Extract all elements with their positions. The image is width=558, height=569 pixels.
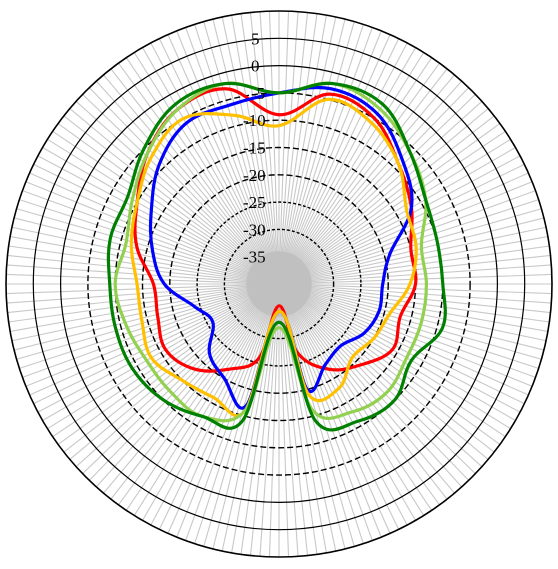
spoke-line <box>278 34 391 285</box>
r-tick-label: 0 <box>251 57 260 76</box>
spoke-line <box>33 283 280 405</box>
ring--25 <box>196 201 362 367</box>
series-line-3 <box>129 97 418 418</box>
spoke-line <box>278 283 433 511</box>
spoke-line <box>142 283 280 521</box>
r-tick-label: -30 <box>243 220 266 239</box>
spoke-line <box>278 62 440 285</box>
spoke-line <box>278 283 448 500</box>
spoke-line <box>278 283 525 405</box>
spoke-line <box>212 18 280 285</box>
spoke-line <box>268 11 280 285</box>
ring--30 <box>223 228 335 340</box>
spoke-line <box>16 208 280 285</box>
r-tick-label: -15 <box>243 139 266 158</box>
ring--20 <box>169 174 389 394</box>
spoke-line <box>194 24 280 285</box>
spoke-line <box>278 283 463 488</box>
spoke-line <box>278 283 506 438</box>
center-disc <box>246 251 312 317</box>
series-lines <box>106 81 447 432</box>
spoke-line <box>278 108 489 285</box>
spoke-line <box>278 190 536 285</box>
r-tick-label: -20 <box>243 166 266 185</box>
spoke-line <box>75 100 280 285</box>
spoke-line <box>278 155 521 285</box>
spoke-line <box>19 283 280 369</box>
spoke-line <box>278 21 355 285</box>
spoke-line <box>278 283 545 351</box>
spoke-line <box>278 283 539 369</box>
spoke-line <box>278 52 425 285</box>
spoke-line <box>278 283 416 521</box>
spoke-line <box>278 283 533 387</box>
spoke-line <box>10 283 280 332</box>
spoke-line <box>133 52 280 285</box>
spoke-line <box>25 283 280 387</box>
spoke-line <box>11 226 280 285</box>
spoke-line <box>63 115 280 285</box>
r-tick-label: -25 <box>243 193 266 212</box>
radial-tick-labels: 5 0 -5 -10 -15 -20 -25 -30 -35 <box>243 29 266 266</box>
spoke-line <box>42 283 280 421</box>
spoke-line <box>231 15 280 285</box>
ring-0 <box>60 65 498 503</box>
spoke-line <box>278 283 382 538</box>
spoke-line <box>29 172 280 285</box>
spoke-line <box>125 283 280 511</box>
spoke-line <box>118 62 280 285</box>
spoke-line <box>278 11 290 285</box>
r-tick-label: -10 <box>243 111 266 130</box>
r-tick-label: 5 <box>251 29 260 48</box>
ring-5 <box>32 37 526 531</box>
spoke-line <box>278 283 516 421</box>
spoke-line <box>278 27 373 285</box>
spoke-line <box>88 87 280 285</box>
spoke-line <box>278 283 400 530</box>
spoke-line <box>249 12 280 285</box>
spoke-line <box>103 74 280 285</box>
spoke-line <box>158 283 280 530</box>
spoke-line <box>278 123 501 285</box>
spoke-line <box>278 138 511 285</box>
series-line-5 <box>106 81 447 432</box>
spoke-line <box>278 42 408 285</box>
spoke-line <box>110 283 280 500</box>
spoke-line <box>13 283 280 351</box>
r-tick-label: -35 <box>243 248 266 267</box>
spoke-line <box>6 264 280 285</box>
outer-ring <box>5 10 553 558</box>
r-tick-label: -5 <box>251 84 265 103</box>
